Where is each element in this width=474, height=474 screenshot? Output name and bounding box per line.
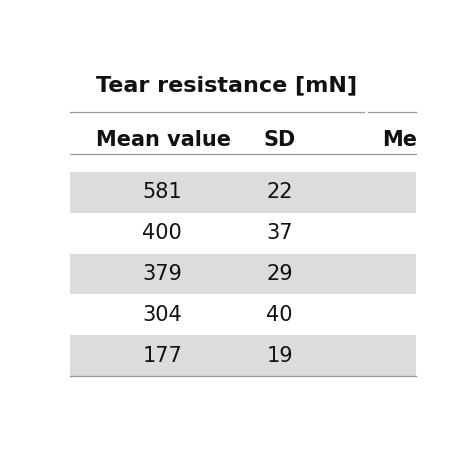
Bar: [70, 336, 416, 376]
Text: 581: 581: [142, 182, 182, 202]
Text: 19: 19: [266, 346, 293, 366]
Text: Tear resistance [mN]: Tear resistance [mN]: [96, 75, 357, 95]
Bar: [70, 172, 416, 213]
Text: 37: 37: [266, 223, 293, 243]
Text: 22: 22: [266, 182, 293, 202]
Text: 40: 40: [266, 305, 293, 325]
Text: Mean value: Mean value: [96, 130, 231, 150]
Text: SD: SD: [264, 130, 296, 150]
Text: 400: 400: [142, 223, 182, 243]
Text: 177: 177: [142, 346, 182, 366]
Text: 29: 29: [266, 264, 293, 284]
Text: 304: 304: [142, 305, 182, 325]
Text: 379: 379: [142, 264, 182, 284]
Text: Me: Me: [383, 130, 418, 150]
Bar: [70, 254, 416, 294]
